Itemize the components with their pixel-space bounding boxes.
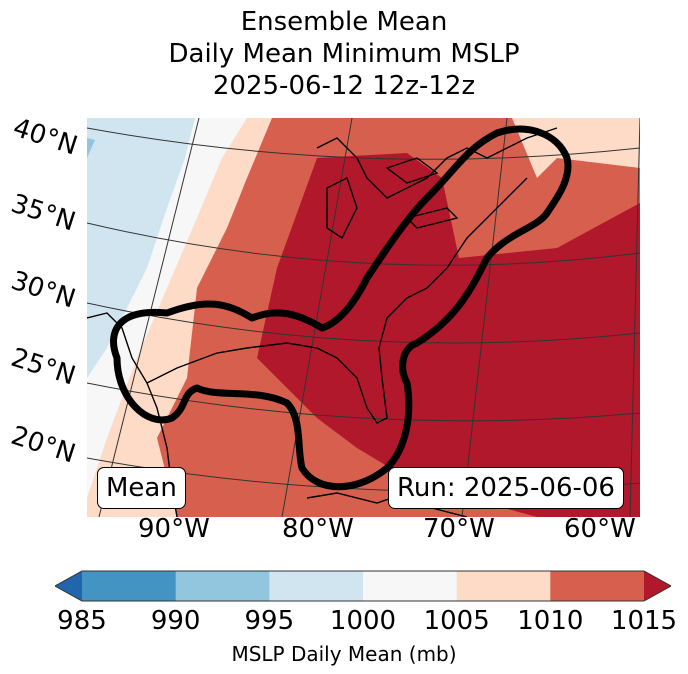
lat-label-30n: 30°N xyxy=(7,265,79,315)
lat-label-40n: 40°N xyxy=(9,112,81,162)
lat-label-25n: 25°N xyxy=(7,342,79,392)
mslp-field xyxy=(87,118,640,517)
colorbar-tick-label: 1000 xyxy=(329,606,397,636)
colorbar-label: MSLP Daily Mean (mb) xyxy=(231,642,457,666)
field-1015 xyxy=(257,153,640,517)
map-panel: Mean Run: 2025-06-06 xyxy=(87,118,640,517)
lon-label-90w: 90°W xyxy=(138,514,210,544)
colorbar-segment xyxy=(550,571,645,601)
colorbar-under-arrow xyxy=(55,571,82,601)
colorbar-segment xyxy=(363,571,458,601)
colorbar-tick-label: 1015 xyxy=(610,606,678,636)
lon-label-60w: 60°W xyxy=(564,514,636,544)
colorbar-over-arrow xyxy=(644,571,671,601)
colorbar-segment xyxy=(269,571,364,601)
mean-label-box: Mean xyxy=(97,467,186,509)
field-995 xyxy=(87,118,195,378)
lon-label-80w: 80°W xyxy=(282,514,354,544)
colorbar-tick-label: 1005 xyxy=(423,606,490,636)
lat-label-20n: 20°N xyxy=(7,420,79,470)
mean-contour xyxy=(110,125,572,491)
colorbar-outline xyxy=(55,570,671,602)
lat-label-35n: 35°N xyxy=(7,188,79,238)
lon-label-70w: 70°W xyxy=(423,514,495,544)
colorbar-segment xyxy=(456,571,551,601)
colorbar-segment xyxy=(82,571,177,601)
colorbar-segment xyxy=(175,571,270,601)
title-line-3: 2025-06-12 12z-12z xyxy=(212,71,476,101)
run-date-label-box: Run: 2025-06-06 xyxy=(388,467,624,509)
field-less-990-spot xyxy=(87,138,95,158)
title-line-1: Ensemble Mean xyxy=(240,7,448,37)
colorbar-tick-label: 995 xyxy=(244,606,295,636)
title-line-2: Daily Mean Minimum MSLP xyxy=(168,39,520,69)
colorbar-tick-label: 1010 xyxy=(517,606,584,636)
colorbar-tick-label: 990 xyxy=(150,606,201,636)
colorbar xyxy=(55,570,671,602)
colorbar-tick-label: 985 xyxy=(57,606,107,636)
